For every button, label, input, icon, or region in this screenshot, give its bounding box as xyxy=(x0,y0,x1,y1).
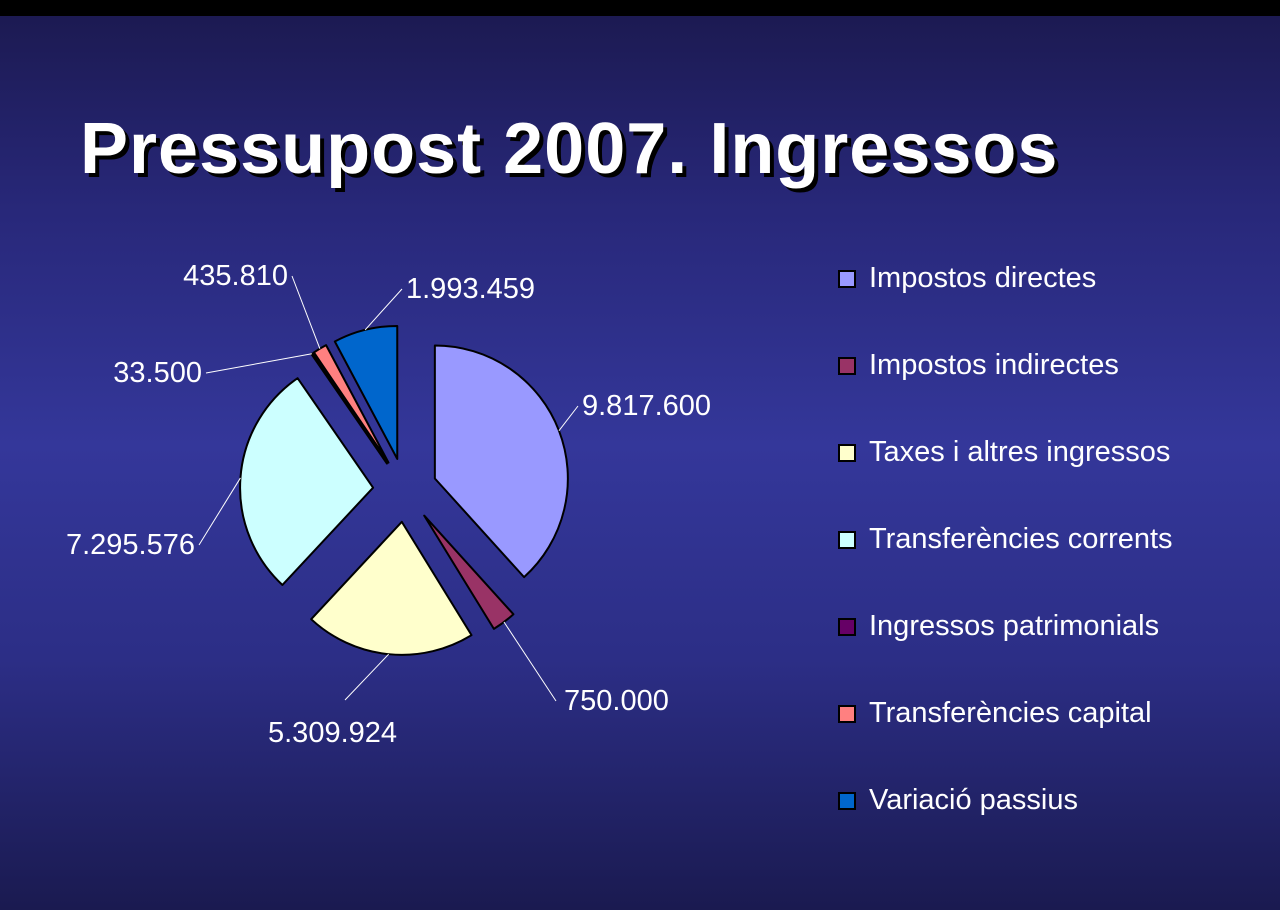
leader-line-transferencies-capital xyxy=(291,275,321,349)
data-label-impostos-indirectes: 750.000 xyxy=(564,685,669,717)
legend-swatch xyxy=(838,705,856,723)
data-labels: 9.817.600 750.000 5.309.924 7.295.576 33.500… xyxy=(66,260,711,749)
leader-line-impostos-directes xyxy=(558,405,579,431)
leader-line-variacio-passius xyxy=(364,288,403,331)
data-label-impostos-directes: 9.817.600 xyxy=(582,390,711,422)
legend-label: Ingressos patrimonials xyxy=(869,610,1160,642)
pie-slice-variacio-passius xyxy=(333,324,399,460)
page-title: Pressupost 2007. Ingressos xyxy=(80,109,1059,189)
leader-line-impostos-indirectes xyxy=(503,621,557,702)
data-label-transferencies-corrents: 7.295.576 xyxy=(66,529,195,561)
legend-label: Impostos indirectes xyxy=(869,349,1119,381)
legend-label: Variació passius xyxy=(869,784,1079,816)
legend-label: Impostos directes xyxy=(869,262,1097,294)
data-label-variacio-passius: 1.993.459 xyxy=(406,273,535,305)
leader-line-taxes-i-altres-ingressos xyxy=(344,653,390,701)
data-label-taxes-i-altres-ingressos: 5.309.924 xyxy=(268,717,397,749)
legend-swatch xyxy=(838,357,856,375)
legend-swatch xyxy=(838,270,856,288)
legend-swatch xyxy=(838,444,856,462)
pie-chart: 9.817.600 750.000 5.309.924 7.295.576 33.500… xyxy=(66,260,711,749)
leader-line-ingressos-patrimonials xyxy=(205,353,312,374)
data-label-ingressos-patrimonials: 33.500 xyxy=(113,357,202,389)
pie-slices xyxy=(239,324,569,656)
leader-lines xyxy=(198,275,579,702)
pie-slice-taxes-i-altres-ingressos xyxy=(310,520,473,656)
legend-label: Transferències capital xyxy=(869,697,1152,729)
data-label-transferencies-capital: 435.810 xyxy=(183,260,288,292)
legend-label: Transferències corrents xyxy=(869,523,1173,555)
pie-slice-transferencies-corrents xyxy=(239,377,375,586)
legend-swatch xyxy=(838,531,856,549)
slide-background: Pressupost 2007. Ingressos 9.817.600 750.… xyxy=(0,16,1280,910)
legend-label: Taxes i altres ingressos xyxy=(869,436,1171,468)
legend-swatch xyxy=(838,618,856,636)
pie-slice-impostos-directes xyxy=(433,344,569,579)
leader-line-transferencies-corrents xyxy=(198,477,241,546)
legend-swatch xyxy=(838,792,856,810)
